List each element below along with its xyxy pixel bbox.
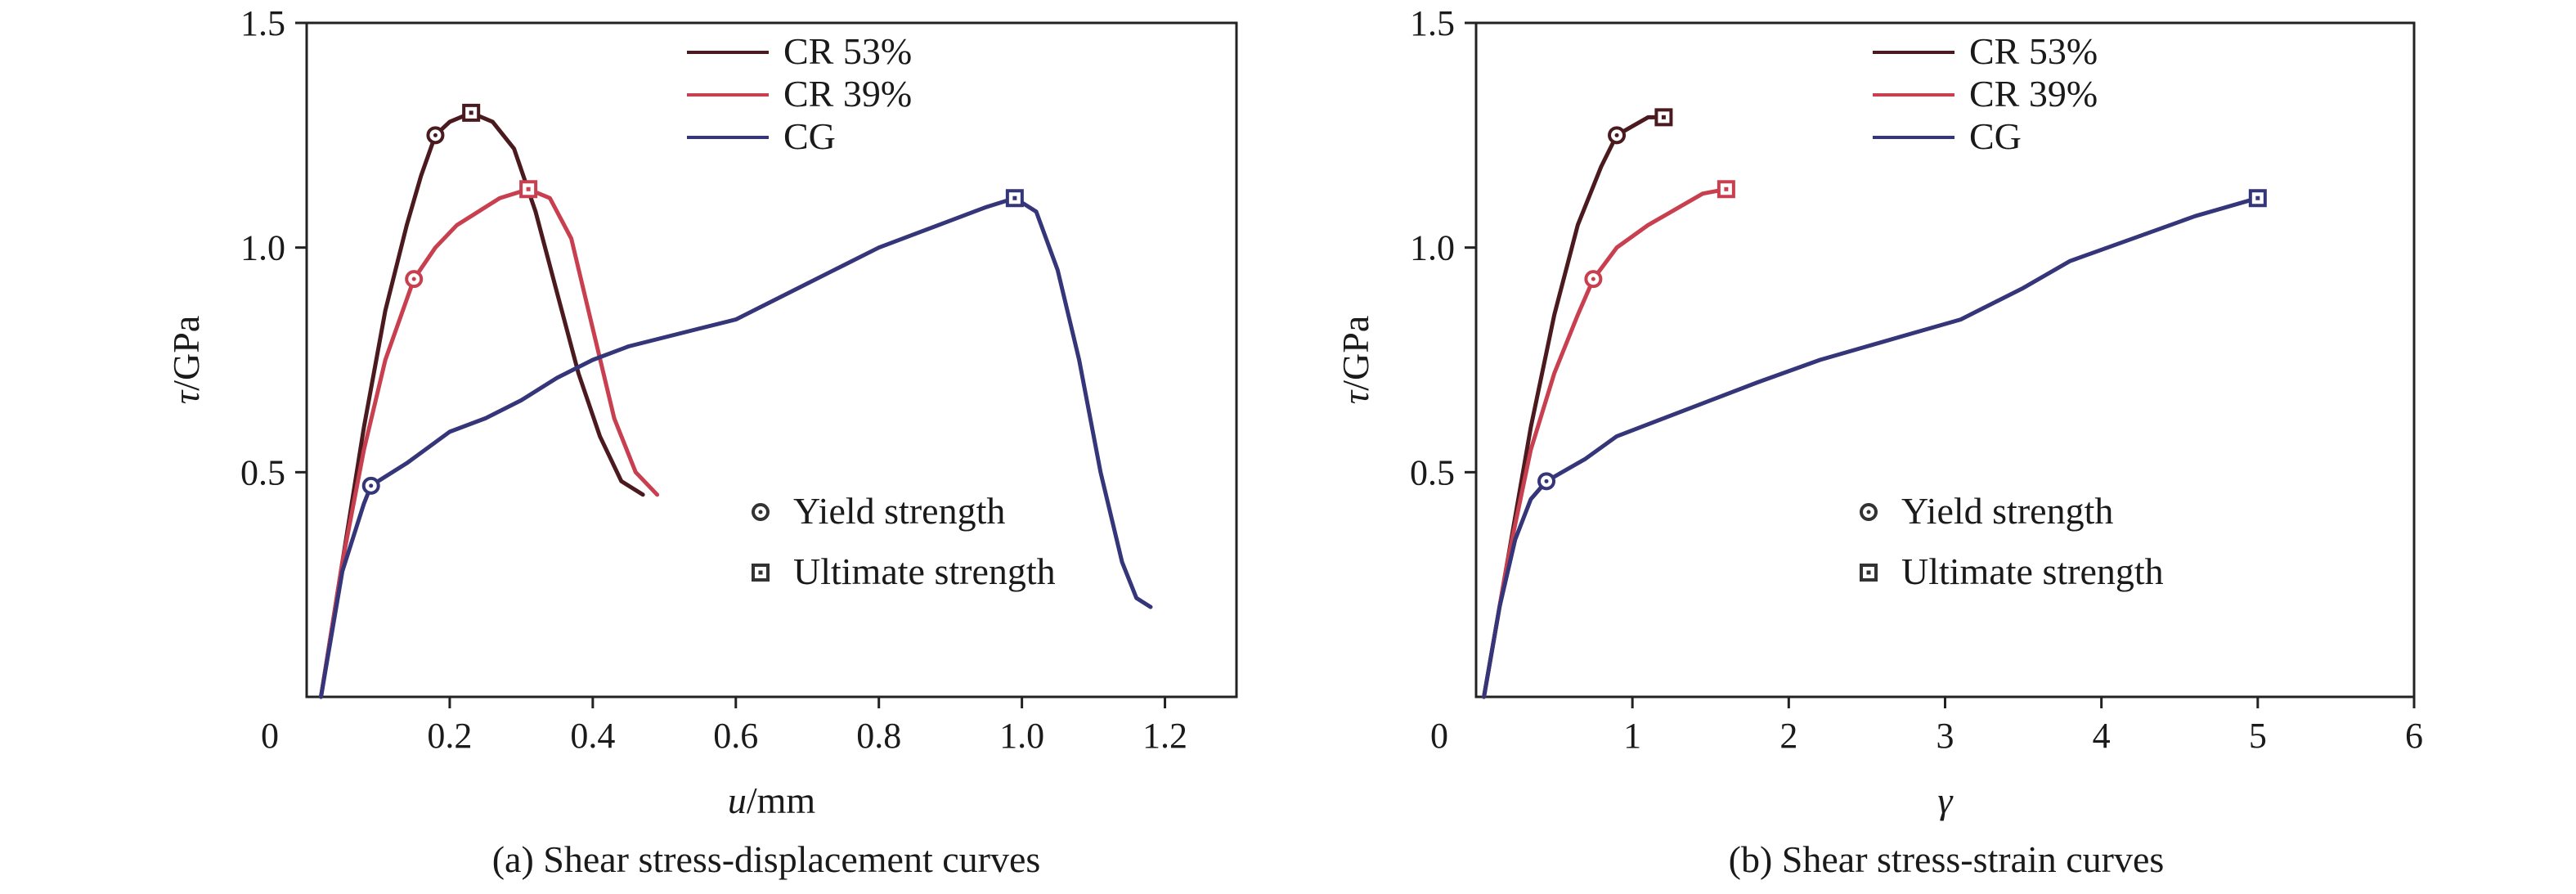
y-axis-unit: /GPa	[165, 316, 207, 391]
ultimate-point-dot	[1012, 195, 1017, 200]
yield-point-dot	[433, 133, 438, 137]
x-axis-label: γ	[1937, 779, 1954, 821]
y-axis-symbol: τ	[1335, 389, 1376, 404]
legend-entry: CG	[1969, 115, 2022, 157]
x-tick-label: 1	[1623, 716, 1641, 756]
ultimate-point-dot	[526, 186, 531, 191]
legend-entry: CR 39%	[1969, 73, 2098, 115]
y-axis-symbol: τ	[165, 389, 207, 404]
series-line-cg	[1482, 195, 2260, 699]
panel-a-shear-stress-displacement: 0.2 0.4 0.6 0.8 1.0 1.2 0.5 1.0 1.5 0 u/mm τ/GPa CR …	[165, 3, 1238, 880]
yield-point-dot	[1544, 478, 1549, 483]
ultimate-legend-marker-dot	[1866, 570, 1871, 575]
yield-point-dot	[1614, 133, 1619, 137]
x-tick-label: 0.6	[713, 716, 758, 756]
x-tick-label: 6	[2405, 716, 2423, 756]
origin-label: 0	[1430, 716, 1448, 756]
ultimate-legend-marker-dot	[758, 570, 763, 575]
y-tick-label: 1.0	[1410, 228, 1455, 268]
ultimate-point-dot	[2255, 195, 2260, 200]
legend-entry: CG	[783, 115, 836, 157]
y-tick-label: 0.5	[1410, 452, 1455, 492]
yield-legend-label: Yield strength	[1901, 490, 2113, 532]
y-axis-unit: /GPa	[1335, 316, 1376, 391]
x-axis-symbol: γ	[1937, 779, 1954, 821]
y-tick-label: 0.5	[240, 452, 285, 492]
y-axis-label: τ/GPa	[165, 316, 207, 404]
ultimate-point-dot	[1661, 115, 1666, 119]
series-line-cr-39-	[319, 186, 660, 699]
plot-frame	[305, 21, 1238, 699]
ultimate-point-dot	[469, 110, 473, 115]
yield-point-dot	[369, 483, 374, 488]
y-tick-label: 1.5	[1410, 3, 1455, 43]
legend-entry: CR 39%	[783, 73, 912, 115]
yield-legend-marker-dot	[758, 510, 763, 514]
yield-point-dot	[411, 276, 416, 281]
ultimate-legend-label: Ultimate strength	[793, 550, 1056, 592]
origin-label: 0	[261, 716, 279, 756]
yield-legend-label: Yield strength	[793, 490, 1005, 532]
x-axis-symbol: u	[728, 779, 747, 821]
plot-frame	[1474, 21, 2416, 699]
y-tick-label: 1.0	[240, 228, 285, 268]
x-tick-label: 5	[2249, 716, 2267, 756]
series-line-cr-53-	[1482, 115, 1666, 699]
yield-legend-marker-dot	[1866, 510, 1871, 514]
x-tick-label: 0.2	[427, 716, 472, 756]
y-tick-label: 1.5	[240, 3, 285, 43]
panel-b-shear-stress-strain: 1 2 3 4 5 6 0.5 1.0 1.5 0 γ τ/GPa CR 53%CR 39%CG Yiel…	[1335, 3, 2423, 880]
legend-entry: CR 53%	[1969, 30, 2098, 72]
ultimate-legend-label: Ultimate strength	[1901, 550, 2164, 592]
series-line-cg	[319, 195, 1153, 699]
x-tick-label: 2	[1779, 716, 1797, 756]
yield-point-dot	[1591, 276, 1595, 281]
x-tick-label: 1.0	[999, 716, 1044, 756]
x-tick-label: 0.4	[570, 716, 615, 756]
x-tick-label: 4	[2093, 716, 2111, 756]
ultimate-point-dot	[1724, 186, 1729, 191]
x-tick-label: 3	[1936, 716, 1954, 756]
y-axis-label: τ/GPa	[1335, 316, 1376, 404]
panel-caption: (b) Shear stress-strain curves	[1729, 838, 2165, 880]
x-tick-label: 1.2	[1142, 716, 1187, 756]
legend-entry: CR 53%	[783, 30, 912, 72]
x-axis-unit: /mm	[747, 779, 816, 821]
x-tick-label: 0.8	[856, 716, 901, 756]
x-axis-label: u/mm	[728, 779, 816, 821]
series-line-cr-53-	[319, 110, 645, 699]
panel-caption: (a) Shear stress-displacement curves	[492, 838, 1041, 880]
